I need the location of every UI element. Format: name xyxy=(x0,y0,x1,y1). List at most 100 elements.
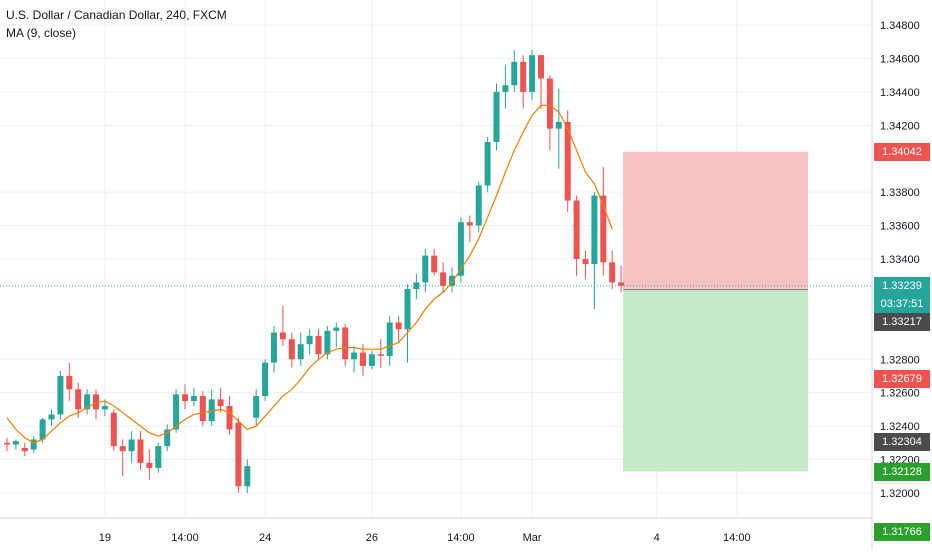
candle-down xyxy=(440,272,447,286)
ma-indicator-label: MA (9, close) xyxy=(6,26,77,40)
candle-down xyxy=(573,200,580,259)
candle-up xyxy=(422,255,429,283)
candle-up xyxy=(457,222,464,276)
candle-up xyxy=(555,121,562,129)
price-tag: 1.31766 xyxy=(874,523,930,542)
candle-up xyxy=(324,330,331,355)
candle-up xyxy=(173,394,180,430)
x-tick-label: 14:00 xyxy=(447,532,475,544)
candle-down xyxy=(235,422,242,487)
candle-down xyxy=(520,61,527,92)
candle-up xyxy=(351,352,358,360)
candle-up xyxy=(30,439,37,450)
y-tick-label: 1.34600 xyxy=(880,53,920,65)
x-tick-label: 24 xyxy=(259,532,271,544)
candle-up xyxy=(164,429,171,447)
candle-up xyxy=(271,332,277,363)
candle-up xyxy=(502,85,509,92)
candle-down xyxy=(4,442,10,445)
candle-down xyxy=(21,447,28,452)
y-tick-label: 1.32000 xyxy=(880,488,920,500)
candle-up xyxy=(493,91,500,143)
candle-down xyxy=(395,322,402,330)
candle-up xyxy=(12,441,19,445)
candle-down xyxy=(600,195,607,263)
price-tag: 1.32679 xyxy=(874,370,930,389)
take-profit-zone xyxy=(623,289,808,472)
y-tick-label: 1.34200 xyxy=(880,120,920,132)
candle-up xyxy=(101,406,108,410)
candle-up xyxy=(262,362,269,397)
candle-down xyxy=(66,375,73,390)
y-tick-label: 1.33400 xyxy=(880,254,920,266)
candle-up xyxy=(253,396,260,418)
x-tick-label: 19 xyxy=(99,532,111,544)
y-tick-label: 1.34800 xyxy=(880,20,920,32)
candle-up xyxy=(404,289,411,330)
candle-up xyxy=(208,399,215,422)
candle-up xyxy=(449,275,455,286)
y-tick-label: 1.32800 xyxy=(880,354,920,366)
candle-down xyxy=(110,412,117,447)
candle-up xyxy=(306,335,313,345)
candle-down xyxy=(226,406,233,430)
candle-up xyxy=(333,327,340,331)
price-tag: 1.34042 xyxy=(874,142,930,161)
symbol-title: U.S. Dollar / Canadian Dollar, 240, FXCM xyxy=(6,8,227,22)
candle-down xyxy=(315,335,322,355)
price-tag: 1.33239 xyxy=(874,276,930,295)
candle-down xyxy=(93,394,99,410)
candle-up xyxy=(128,439,135,452)
candle-up xyxy=(413,282,420,290)
y-tick-label: 1.32600 xyxy=(880,388,920,400)
candle-down xyxy=(546,78,553,129)
price-tag: 1.33217 xyxy=(874,312,930,331)
y-tick-label: 1.34400 xyxy=(880,87,920,99)
x-tick-label: Mar xyxy=(523,532,542,544)
x-tick-label: 14:00 xyxy=(723,532,751,544)
y-tick-label: 1.32400 xyxy=(880,421,920,433)
y-tick-label: 1.33800 xyxy=(880,187,920,199)
price-tag: 1.32304 xyxy=(874,433,930,452)
candle-up xyxy=(155,446,162,468)
candle-up xyxy=(368,354,375,366)
candle-down xyxy=(119,446,126,452)
candle-down xyxy=(75,389,82,410)
candle-down xyxy=(564,121,571,201)
candle-down xyxy=(377,354,384,356)
candle-down xyxy=(360,352,366,366)
candle-down xyxy=(137,439,144,463)
candle-up xyxy=(84,394,91,410)
candle-down xyxy=(279,332,286,340)
candle-down xyxy=(609,262,616,283)
ma-line xyxy=(6,104,613,444)
candle-up xyxy=(591,195,598,265)
candle-up xyxy=(529,55,536,92)
x-tick-label: 4 xyxy=(654,532,660,544)
x-tick-label: 14:00 xyxy=(171,532,199,544)
candle-up xyxy=(190,396,197,402)
candle-up xyxy=(297,344,304,360)
candle-up xyxy=(57,375,64,415)
candle-down xyxy=(182,394,188,402)
candle-down xyxy=(466,222,473,226)
candle-down xyxy=(618,282,625,286)
candle-down xyxy=(146,462,153,468)
chart-legend: U.S. Dollar / Canadian Dollar, 240, FXCM… xyxy=(6,6,227,42)
candle-down xyxy=(431,255,438,273)
price-tag: 1.32128 xyxy=(874,462,930,481)
candle-up xyxy=(511,61,518,86)
y-tick-label: 1.33600 xyxy=(880,221,920,233)
candle-down xyxy=(582,259,589,265)
x-tick-label: 26 xyxy=(366,532,378,544)
candle-down xyxy=(199,396,206,422)
candle-down xyxy=(288,339,295,360)
candle-up xyxy=(39,419,46,440)
candle-up xyxy=(475,185,482,226)
candle-up xyxy=(244,466,251,487)
candle-down xyxy=(538,55,544,79)
candle-up xyxy=(386,322,393,356)
price-tag: 03:37:51 xyxy=(874,294,930,313)
